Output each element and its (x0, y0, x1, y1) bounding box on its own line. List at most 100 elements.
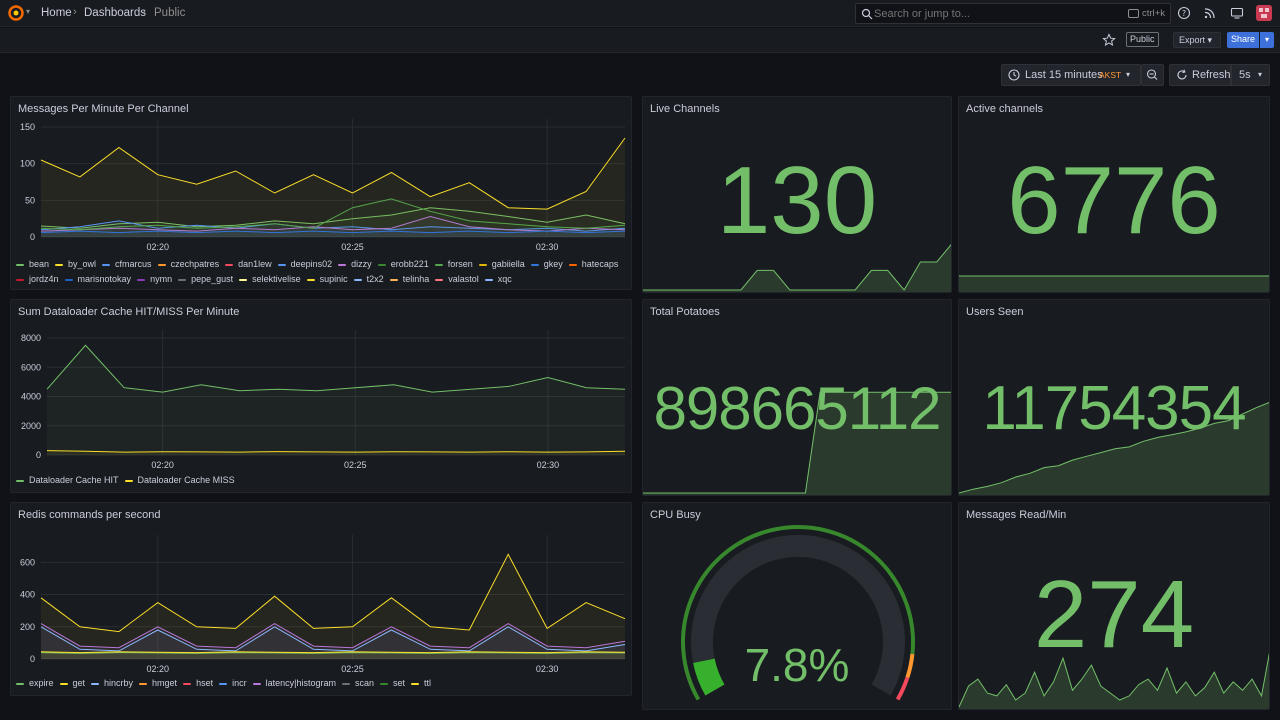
legend-item[interactable]: telinha (389, 272, 429, 287)
legend-label: nymn (150, 274, 173, 284)
chevron-down-icon[interactable]: ▾ (26, 7, 31, 16)
legend-item[interactable]: hmget (139, 678, 177, 693)
panel-title[interactable]: Sum Dataloader Cache HIT/MISS Per Minute (18, 306, 240, 318)
star-icon[interactable] (1102, 33, 1116, 47)
panel-title[interactable]: Redis commands per second (18, 509, 161, 521)
legend-label: scan (354, 678, 374, 688)
panel-live-channels: Live Channels 130 (642, 96, 952, 293)
zoom-out-icon (1146, 69, 1158, 80)
legend-label: jordz4n (29, 274, 59, 284)
legend-item[interactable]: ttl (411, 678, 431, 693)
panel-dataloader: Sum Dataloader Cache HIT/MISS Per Minute… (10, 299, 632, 493)
legend-item[interactable]: cfmarcus (102, 257, 152, 272)
legend-item[interactable]: bean (16, 257, 49, 272)
legend-item[interactable]: latency|histogram (252, 678, 336, 693)
legend-item[interactable]: nymn (137, 272, 172, 287)
chevron-right-icon: › (142, 6, 146, 18)
public-badge: Public (1126, 32, 1159, 47)
zoom-out-button[interactable] (1141, 64, 1164, 86)
legend-item[interactable]: Dataloader Cache HIT (16, 475, 119, 490)
legend-item[interactable]: valastol (435, 272, 479, 287)
legend-item[interactable]: get (59, 678, 85, 693)
series-line-dizzy[interactable] (40, 215, 626, 232)
legend-label: ttl (424, 678, 432, 688)
sparkline-line (643, 244, 951, 291)
legend-item[interactable]: pepe_gust (178, 272, 233, 287)
breadcrumb-dashboards[interactable]: Dashboards (84, 7, 147, 19)
sparkline-area (959, 402, 1269, 495)
legend-item[interactable]: expire (16, 678, 54, 693)
legend-item[interactable]: xqc (484, 272, 512, 287)
legend-item[interactable]: Dataloader Cache MISS (124, 475, 235, 490)
legend-item[interactable]: selektivelise (239, 272, 301, 287)
avatar[interactable] (1256, 5, 1272, 21)
panel-title[interactable]: Users Seen (966, 306, 1024, 318)
y-tick-label: 0 (30, 232, 35, 242)
help-icon[interactable]: ? (1177, 6, 1191, 20)
series-line-gkey[interactable] (40, 230, 626, 234)
grafana-logo-icon[interactable] (8, 5, 24, 21)
series-area (47, 450, 625, 455)
series-line-bean[interactable] (40, 207, 626, 229)
legend-item[interactable]: hincrby (91, 678, 133, 693)
legend-item[interactable]: gkey (530, 257, 563, 272)
legend-item[interactable]: erobb221 (377, 257, 429, 272)
legend-item[interactable]: czechpatres (157, 257, 219, 272)
series-line-ttl[interactable] (40, 651, 626, 654)
series-line-Dataloader-Cache-MISS[interactable] (46, 450, 626, 453)
x-tick-label: 02:20 (147, 242, 170, 252)
legend-item[interactable]: dan1lew (225, 257, 272, 272)
series-line-hincrby[interactable] (40, 626, 626, 652)
search-input[interactable] (874, 7, 1104, 21)
panel-title[interactable]: Active channels (966, 103, 1044, 115)
svg-text:?: ? (1182, 9, 1186, 18)
legend-item[interactable]: forsen (434, 257, 473, 272)
legend-item[interactable]: hset (183, 678, 213, 693)
refresh-button[interactable]: Refresh (1169, 64, 1231, 86)
share-dropdown-button[interactable]: ▾ (1260, 32, 1274, 48)
search-box[interactable]: ctrl+k (855, 3, 1171, 24)
legend-item[interactable]: marisnotokay (64, 272, 131, 287)
export-button[interactable]: Export ▾ (1173, 32, 1221, 48)
series-line-Dataloader-Cache-HIT[interactable] (46, 344, 626, 393)
legend-item[interactable]: jordz4n (16, 272, 59, 287)
series-line-latency-histogram[interactable] (40, 623, 626, 649)
series-line-supinic[interactable] (40, 137, 626, 210)
series-line-get[interactable] (40, 553, 626, 633)
panel-title[interactable]: Messages Per Minute Per Channel (18, 103, 189, 115)
legend-swatch (16, 278, 24, 281)
chevron-down-icon: ▾ (1264, 35, 1269, 44)
panel-title[interactable]: Live Channels (650, 103, 720, 115)
legend-item[interactable]: deepins02 (277, 257, 332, 272)
legend-item[interactable]: gabiiella (478, 257, 525, 272)
legend-swatch (353, 278, 362, 281)
share-button[interactable]: Share (1227, 32, 1259, 48)
panel-title[interactable]: Total Potatoes (650, 306, 720, 318)
series-line-forsen[interactable] (40, 198, 626, 231)
legend-swatch (389, 278, 398, 281)
legend-item[interactable]: set (379, 678, 405, 693)
legend-label: hatecaps (581, 259, 619, 269)
legend-swatch (434, 263, 443, 266)
legend-item[interactable]: dizzy (338, 257, 372, 272)
sparkline-area (643, 244, 951, 292)
rss-icon[interactable] (1203, 6, 1217, 20)
refresh-interval-picker[interactable]: 5s ▾ (1231, 64, 1270, 86)
legend-item[interactable]: hatecaps (568, 257, 619, 272)
panel-title[interactable]: Messages Read/Min (966, 509, 1067, 521)
series-area (41, 626, 625, 659)
series-area (41, 138, 625, 237)
time-range-picker[interactable]: Last 15 minutes AKST ▾ (1001, 64, 1141, 86)
legend-item[interactable]: incr (219, 678, 247, 693)
breadcrumb-home[interactable]: Home (41, 7, 72, 19)
legend-item[interactable]: supinic (306, 272, 348, 287)
tv-icon[interactable] (1230, 6, 1244, 20)
series-line-cfmarcus[interactable] (40, 220, 626, 232)
legend-item[interactable]: t2x2 (353, 272, 384, 287)
gauge-value: 7.8% (744, 639, 850, 691)
legend-item[interactable]: by_owl (55, 257, 96, 272)
sparkline-area (959, 276, 1269, 292)
panel-title[interactable]: CPU Busy (650, 509, 701, 521)
series-line-expire[interactable] (40, 652, 626, 654)
legend-item[interactable]: scan (341, 678, 374, 693)
